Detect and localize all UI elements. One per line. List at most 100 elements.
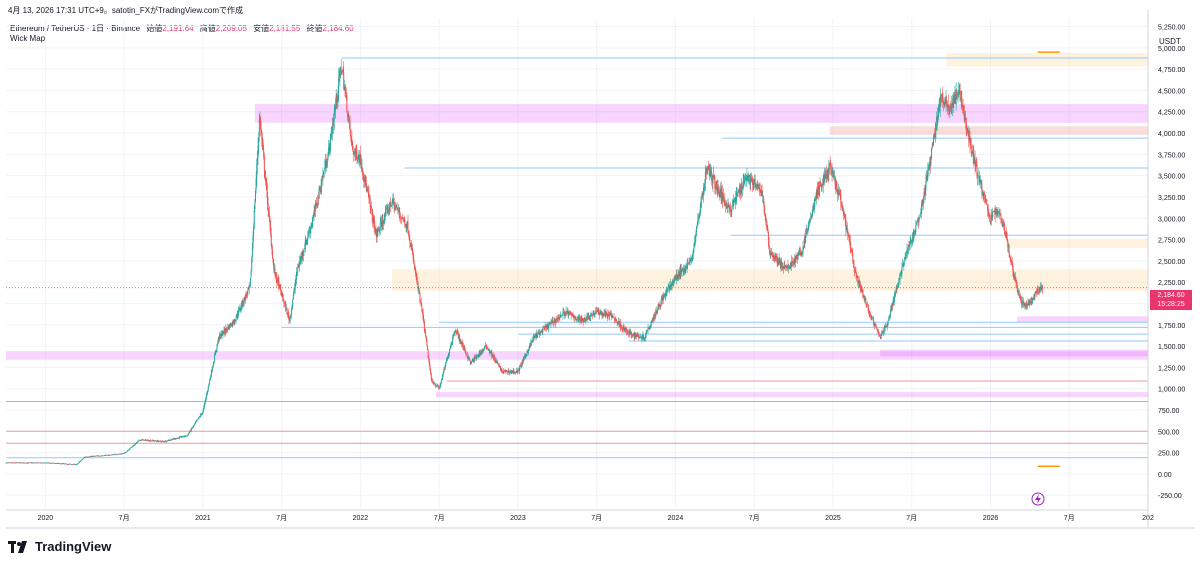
candle-body [859, 283, 861, 288]
candle-body [1033, 297, 1035, 300]
candle-body [96, 455, 98, 457]
indicator-label[interactable]: Wick Map [10, 34, 46, 43]
candle-body [303, 249, 305, 252]
candle-body [677, 275, 679, 279]
candle-body [493, 355, 495, 361]
price-unit-label[interactable]: USDT [1159, 37, 1181, 46]
candle-body [640, 337, 642, 338]
candle-body [187, 434, 189, 436]
candle-body [806, 231, 808, 233]
candle-body [705, 169, 707, 172]
candle-body [453, 333, 455, 335]
candle-body [672, 280, 674, 285]
candle-body [599, 312, 601, 315]
candle-body [899, 273, 901, 280]
candle-body [554, 320, 556, 324]
candle-body [475, 356, 477, 358]
candle-body [392, 198, 394, 204]
candle-body [781, 267, 783, 268]
candle-body [514, 372, 516, 373]
candle-body [654, 315, 656, 317]
candle-body [854, 270, 856, 271]
candle-body [203, 403, 205, 407]
candle-body [266, 182, 268, 191]
candle-body [163, 441, 165, 443]
candle-body [223, 329, 225, 334]
candle-body [35, 462, 37, 464]
candle-body [447, 358, 449, 359]
candle-body [763, 202, 765, 208]
candle-body [432, 382, 434, 384]
candle-body [180, 436, 182, 438]
candle-body [295, 279, 297, 284]
candle-body [434, 383, 436, 386]
candle-body [399, 211, 401, 215]
tradingview-branding[interactable]: TradingView [8, 539, 111, 554]
symbol-title[interactable]: Ethereum / TetherUS · 1日 · Binance [10, 24, 141, 33]
candle-body [709, 169, 711, 176]
candle-body [950, 104, 952, 110]
candle-body [201, 413, 203, 415]
candle-body [54, 463, 56, 464]
axes[interactable]: 5,250.005,000.004,750.004,500.004,250.00… [6, 10, 1195, 529]
candle-body [342, 69, 344, 73]
candle-body [594, 313, 596, 315]
candle-body [972, 151, 974, 154]
candle-body [417, 282, 419, 290]
candle-body [755, 186, 757, 189]
symbol-legend[interactable]: Ethereum / TetherUS · 1日 · Binance 始値2,1… [10, 23, 354, 34]
candle-body [219, 334, 221, 336]
candle-body [212, 363, 214, 367]
candle-body [696, 226, 698, 233]
candle-body [38, 462, 40, 464]
candle-body [413, 263, 415, 266]
candle-body [449, 347, 451, 350]
candle-body [387, 209, 389, 213]
candle-body [53, 463, 55, 464]
candle-body [726, 206, 728, 209]
candle-body [160, 441, 162, 443]
candle-body [527, 351, 529, 353]
candle-body [84, 456, 86, 458]
candle-body [975, 163, 977, 167]
candle-body [6, 462, 8, 464]
candle-body [236, 314, 238, 317]
candle-body [811, 209, 813, 216]
candle-body [610, 313, 612, 315]
candle-body [149, 440, 151, 442]
candle-body [326, 164, 328, 168]
candle-body [263, 155, 265, 171]
candle-body [801, 252, 803, 255]
candle-body [231, 322, 233, 327]
candle-body [501, 371, 503, 372]
x-tick-label: 7月 [1064, 514, 1075, 522]
candle-body [66, 464, 68, 465]
candle-body [370, 206, 372, 208]
candle-body [980, 181, 982, 188]
candle-body [193, 424, 195, 426]
candle-body [94, 455, 96, 457]
candle-body [669, 288, 671, 290]
candle-body [702, 187, 704, 195]
candle-body [151, 440, 153, 442]
candle-body [649, 327, 651, 329]
candle-body [698, 216, 700, 219]
candle-body [356, 151, 358, 160]
candle-body [759, 186, 761, 191]
candle-body [503, 370, 505, 373]
candle-body [12, 462, 14, 464]
candle-body [128, 449, 130, 451]
candle-body [483, 349, 485, 351]
lightning-icon[interactable] [1031, 492, 1045, 506]
candle-body [203, 406, 205, 410]
candle-body [215, 349, 217, 352]
candle-body [162, 441, 164, 442]
y-tick-label: 4,000.00 [1158, 131, 1185, 138]
candle-body [42, 462, 44, 464]
candle-body [528, 348, 530, 351]
candle-body [268, 212, 270, 219]
candle-body [542, 327, 544, 328]
candle-body [624, 330, 626, 331]
candle-body [31, 462, 33, 464]
